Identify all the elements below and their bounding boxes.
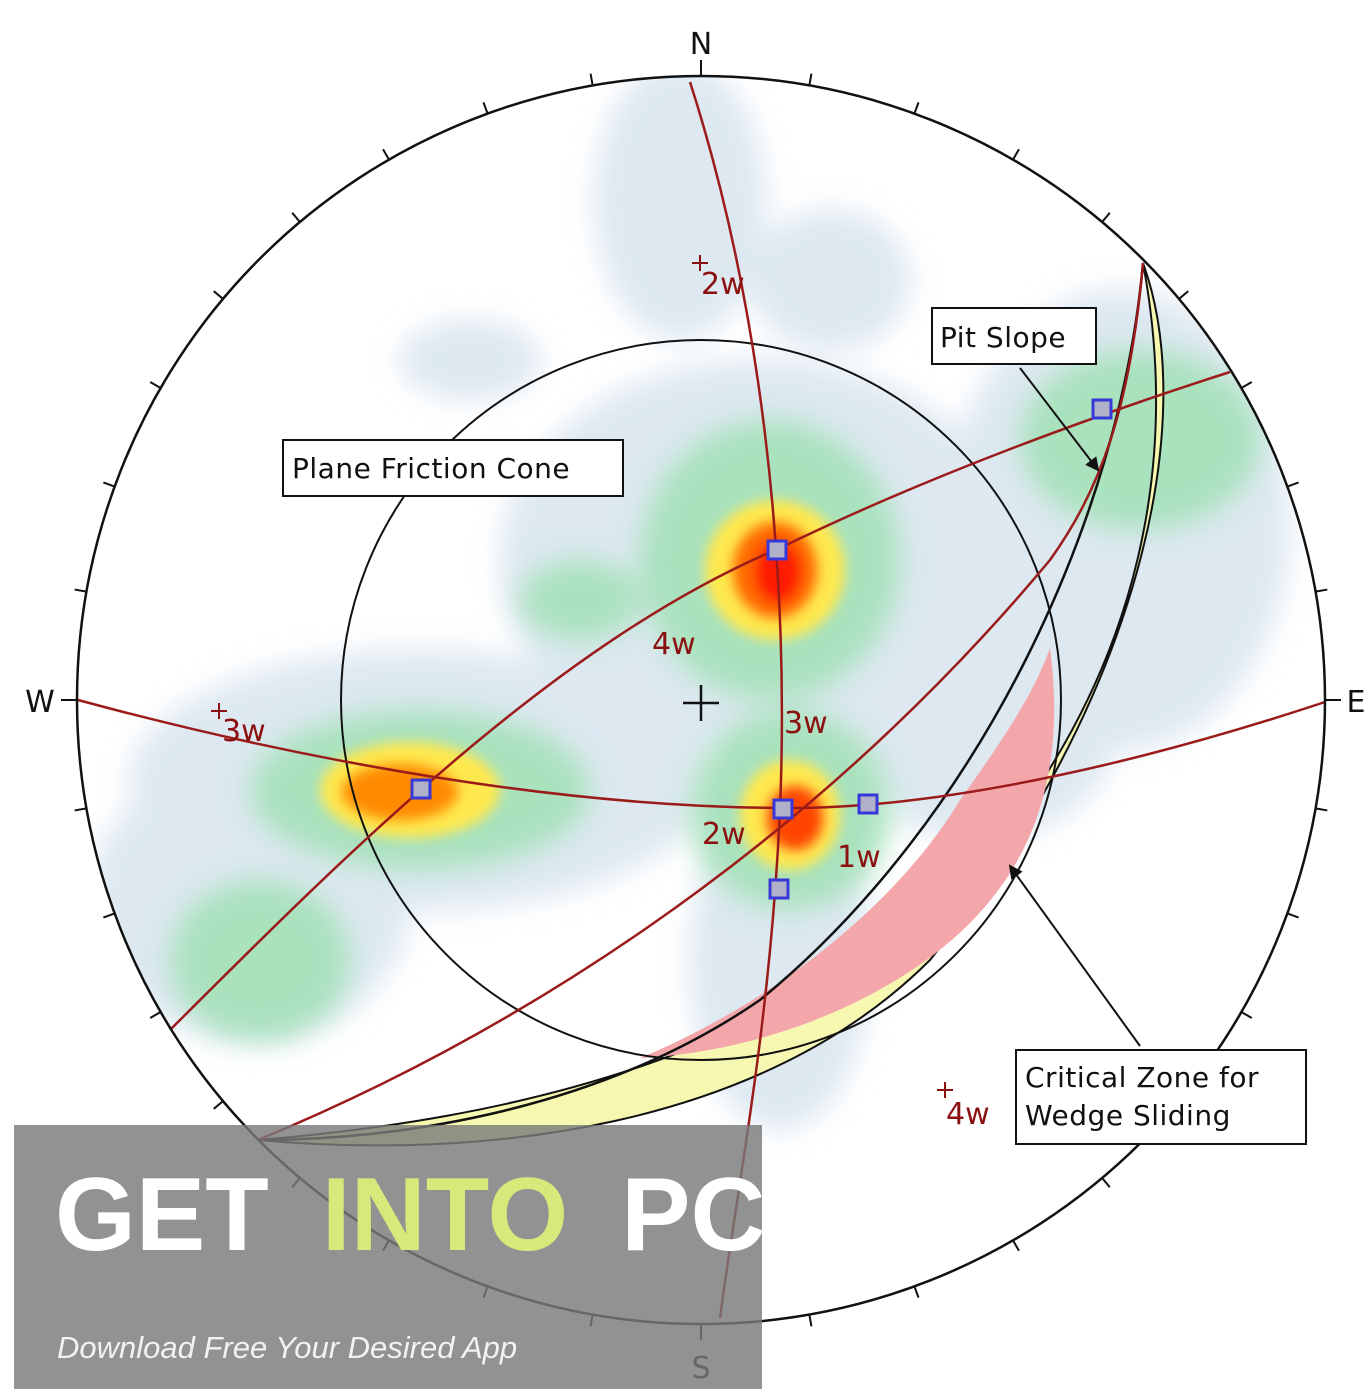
watermark: GET INTO PC Download Free Your Desired A… xyxy=(14,1125,766,1389)
intersection-marker xyxy=(766,539,788,561)
callout-plane-friction-cone: Plane Friction Cone xyxy=(282,439,624,497)
critical-zone-arrow xyxy=(1008,864,1141,1047)
watermark-word-get: GET xyxy=(55,1157,269,1273)
contour-mid-zone xyxy=(170,350,1260,1040)
intersection-marker xyxy=(772,798,794,820)
great-circle-1w xyxy=(257,262,1145,1142)
plane-label-3w: 3w xyxy=(784,706,828,741)
compass-north: N xyxy=(690,27,712,62)
intersection-marker xyxy=(1091,398,1113,420)
degree-tick xyxy=(1287,912,1299,919)
contour-peak-zone xyxy=(342,522,823,850)
degree-tick xyxy=(74,807,87,812)
intersection-marker xyxy=(768,878,790,900)
degree-tick xyxy=(213,1100,224,1110)
degree-tick xyxy=(103,481,115,488)
intersection-markers xyxy=(410,398,1113,900)
friction-cone-circle xyxy=(340,339,1062,1061)
degree-tick xyxy=(1240,381,1253,389)
callout-plane-friction-cone-text: Plane Friction Cone xyxy=(292,452,570,485)
degree-tick xyxy=(808,73,813,86)
degree-tick xyxy=(1012,148,1020,161)
plane-label-4w: 4w xyxy=(652,627,696,662)
degree-tick xyxy=(1101,212,1111,223)
degree-tick xyxy=(589,73,594,86)
pole-label-2w: 2w xyxy=(701,267,745,302)
pole-label-4w: 4w xyxy=(946,1097,990,1132)
great-circle-4w xyxy=(169,370,1231,1031)
degree-tick xyxy=(1315,588,1328,593)
degree-tick xyxy=(808,1314,813,1327)
compass-west: W xyxy=(25,685,55,720)
degree-tick xyxy=(291,212,301,223)
pole-label-3w: 3w xyxy=(222,714,266,749)
degree-tick xyxy=(1287,481,1299,488)
plane-label-1w: 1w xyxy=(837,840,881,875)
degree-tick xyxy=(74,588,87,593)
watermark-band xyxy=(14,1125,762,1389)
plane-label-2w: 2w xyxy=(702,817,746,852)
degree-tick xyxy=(382,148,390,161)
intersection-marker xyxy=(410,778,432,800)
degree-tick xyxy=(213,290,224,300)
callout-pit-slope: Pit Slope xyxy=(931,307,1100,472)
critical-zone xyxy=(640,648,1055,1058)
pit-slope-arrow xyxy=(1019,367,1100,472)
degree-tick xyxy=(1101,1177,1111,1188)
watermark-word-pc: PC xyxy=(621,1157,765,1273)
contour-density xyxy=(90,76,1290,1130)
watermark-word-into: INTO xyxy=(322,1157,569,1273)
degree-tick xyxy=(482,102,489,114)
degree-tick xyxy=(149,1011,162,1019)
degree-tick xyxy=(149,381,162,389)
watermark-subtitle: Download Free Your Desired App xyxy=(57,1330,517,1365)
callout-critical-zone-line1: Critical Zone for xyxy=(1025,1061,1259,1094)
center-cross xyxy=(683,685,719,721)
callout-critical-zone-line2: Wedge Sliding xyxy=(1025,1099,1231,1132)
compass-east: E xyxy=(1347,685,1366,720)
degree-tick xyxy=(913,102,920,114)
callout-pit-slope-text: Pit Slope xyxy=(940,321,1066,354)
callout-critical-zone: Critical Zone for Wedge Sliding xyxy=(1008,864,1307,1145)
degree-tick xyxy=(1240,1011,1253,1019)
pole-markers xyxy=(211,255,953,1098)
watermark-title: GET INTO PC xyxy=(55,1157,766,1273)
intersection-marker xyxy=(857,793,879,815)
degree-tick xyxy=(1012,1239,1020,1252)
degree-tick xyxy=(1178,290,1189,300)
degree-tick xyxy=(103,912,115,919)
degree-tick xyxy=(913,1286,920,1298)
degree-tick xyxy=(1315,807,1328,812)
